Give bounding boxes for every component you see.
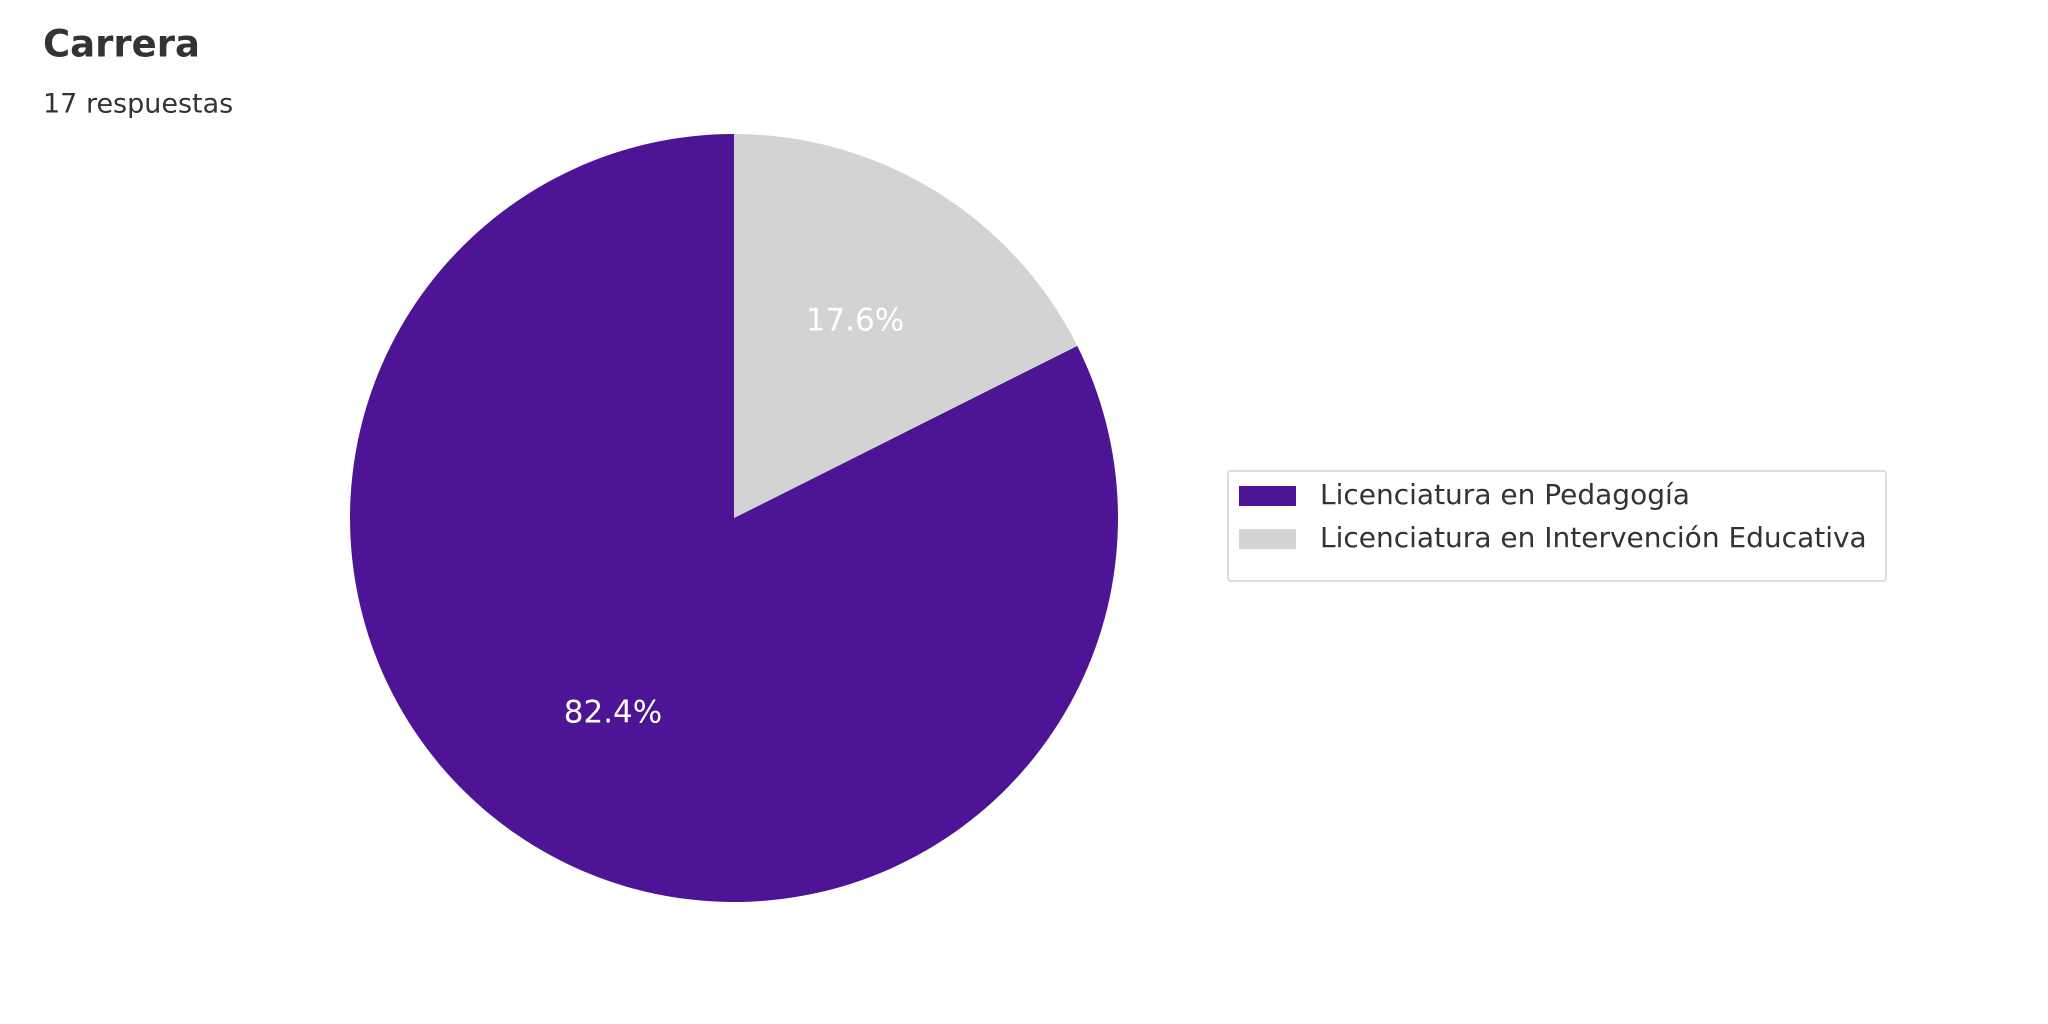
slice-label: 82.4% (564, 695, 662, 731)
legend-box (1227, 470, 1887, 582)
legend-label: Licenciatura en Intervención Educativa (1320, 521, 1867, 554)
legend-label: Licenciatura en Pedagogía (1320, 478, 1690, 511)
legend-swatch (1239, 486, 1296, 506)
chart-title: Carrera (43, 23, 200, 66)
legend-swatch (1239, 529, 1296, 549)
chart-subtitle: 17 respuestas (43, 89, 233, 120)
slice-label: 17.6% (806, 302, 904, 338)
pie-slice (350, 134, 1118, 902)
pie-slice (734, 134, 1078, 518)
